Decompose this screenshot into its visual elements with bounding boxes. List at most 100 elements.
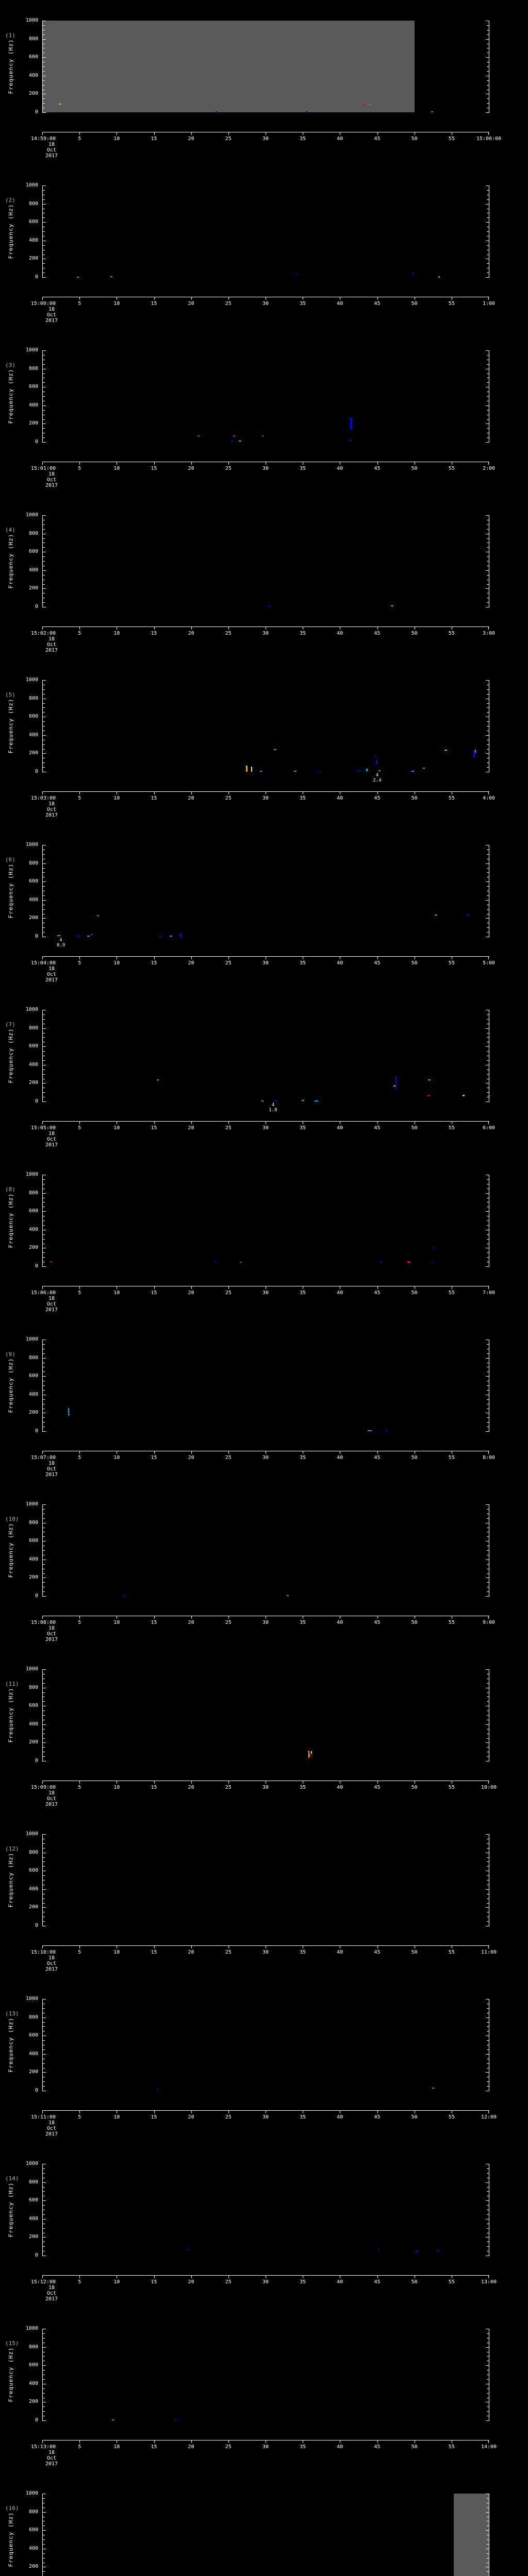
y-tick-right: [486, 2530, 489, 2531]
x-tick: [228, 1286, 229, 1289]
y-minor-tick: [43, 1385, 45, 1386]
x-tick-label: 20: [188, 1785, 194, 1790]
x-tick: [191, 2275, 192, 2278]
y-minor-tick: [43, 927, 45, 928]
y-minor-tick: [43, 1756, 45, 1757]
x-tick-label: 7:00: [482, 1290, 496, 1296]
y-minor-tick-right: [487, 1701, 489, 1702]
y-minor-tick: [43, 190, 45, 191]
x-tick: [228, 626, 229, 630]
x-tick-label: 45: [374, 795, 381, 801]
date-label: 18 Oct 2017: [45, 1955, 58, 1972]
x-tick-label: 25: [225, 1290, 232, 1296]
y-minor-tick: [43, 2228, 45, 2229]
date-line: 2017: [45, 1472, 58, 1478]
y-tick-right: [486, 1907, 489, 1908]
y-tick: [43, 1046, 46, 1047]
y-minor-tick: [43, 71, 45, 72]
y-tick: [43, 680, 46, 681]
date-line: 18: [48, 636, 55, 642]
y-tick-right: [486, 2420, 489, 2421]
x-tick-label: 9:00: [482, 1620, 496, 1625]
x-tick-label: 25: [225, 466, 232, 471]
y-minor-tick-right: [487, 872, 489, 873]
y-minor-tick-right: [487, 749, 489, 750]
x-tick-label: 15:01:00: [30, 466, 56, 471]
y-minor-tick-right: [487, 2498, 489, 2499]
date-line: 2017: [45, 1307, 58, 1313]
x-tick: [79, 1616, 80, 1619]
x-tick-label: 40: [337, 795, 343, 801]
y-minor-tick-right: [487, 602, 489, 603]
y-minor-tick: [43, 2356, 45, 2357]
x-tick: [42, 626, 43, 630]
y-minor-tick: [43, 2049, 45, 2050]
y-minor-tick-right: [487, 2544, 489, 2545]
x-tick: [228, 791, 229, 794]
y-tick: [43, 2420, 46, 2421]
y-tick: [43, 442, 46, 443]
x-tick: [228, 462, 229, 465]
y-tick: [43, 900, 46, 901]
y-minor-tick-right: [487, 721, 489, 722]
x-tick-label: 15: [151, 1125, 157, 1131]
date-line: 2017: [45, 2296, 58, 2302]
date-line: Oct: [46, 972, 57, 977]
detection-marker: [251, 767, 252, 772]
x-tick: [79, 462, 80, 465]
x-tick: [42, 2440, 43, 2443]
x-tick-label: 25: [225, 795, 232, 801]
y-minor-tick-right: [487, 2026, 489, 2027]
y-minor-tick: [43, 854, 45, 855]
x-tick-label: 15: [151, 2279, 157, 2285]
x-tick: [191, 1616, 192, 1619]
x-tick: [488, 956, 489, 959]
y-minor-tick-right: [487, 419, 489, 420]
plot-area: [42, 1834, 489, 1926]
y-minor-tick: [43, 1019, 45, 1020]
detection-marker: [301, 1099, 304, 1101]
y-minor-tick: [43, 1389, 45, 1391]
x-tick-label: 15: [151, 960, 157, 966]
y-tick-right: [486, 1596, 489, 1597]
detection-marker: [358, 770, 361, 772]
x-tick-label: 15: [151, 301, 157, 307]
x-tick: [191, 2110, 192, 2113]
x-tick: [42, 1945, 43, 1948]
y-tick: [43, 277, 46, 278]
y-minor-tick: [43, 2539, 45, 2540]
detection-marker: [395, 1076, 397, 1089]
y-minor-tick-right: [487, 1866, 489, 1867]
x-tick-label: 10: [113, 960, 120, 966]
date-label: 18 Oct 2017: [45, 636, 58, 653]
x-tick-label: 40: [337, 2279, 343, 2285]
detection-marker: [231, 440, 234, 442]
y-tick: [43, 1028, 46, 1029]
y-minor-tick-right: [487, 538, 489, 539]
x-tick-label: 30: [262, 795, 269, 801]
detection-marker: [294, 770, 297, 772]
x-tick-label: 10: [113, 466, 120, 471]
x-tick-label: 45: [374, 1950, 381, 1955]
x-tick-label: 55: [448, 2114, 455, 2120]
y-minor-tick-right: [487, 932, 489, 933]
x-tick: [228, 132, 229, 135]
y-minor-tick: [43, 1921, 45, 1922]
x-tick-label: 14:00: [481, 2444, 497, 2450]
panel-number: (1): [5, 32, 15, 39]
detection-marker: [444, 750, 447, 751]
y-minor-tick-right: [487, 1582, 489, 1583]
y-tick-right: [486, 863, 489, 864]
x-tick-label: 55: [448, 1950, 455, 1955]
detection-marker: [380, 1261, 382, 1263]
x-tick-label: 20: [188, 1125, 194, 1131]
detection-marker: [378, 770, 381, 772]
detection-marker: [308, 1750, 309, 1758]
spectrogram-panel: 0 200 400 600 800 1000 Frequency (Hz) (5) 4 2.4 15…: [5, 677, 496, 819]
panel-number: (16): [5, 2505, 19, 2512]
x-tick-label: 35: [300, 136, 306, 142]
detection-marker: [467, 914, 470, 916]
y-minor-tick: [43, 1728, 45, 1730]
y-tick: [43, 2054, 46, 2055]
date-label: 18 Oct 2017: [45, 1461, 58, 1478]
